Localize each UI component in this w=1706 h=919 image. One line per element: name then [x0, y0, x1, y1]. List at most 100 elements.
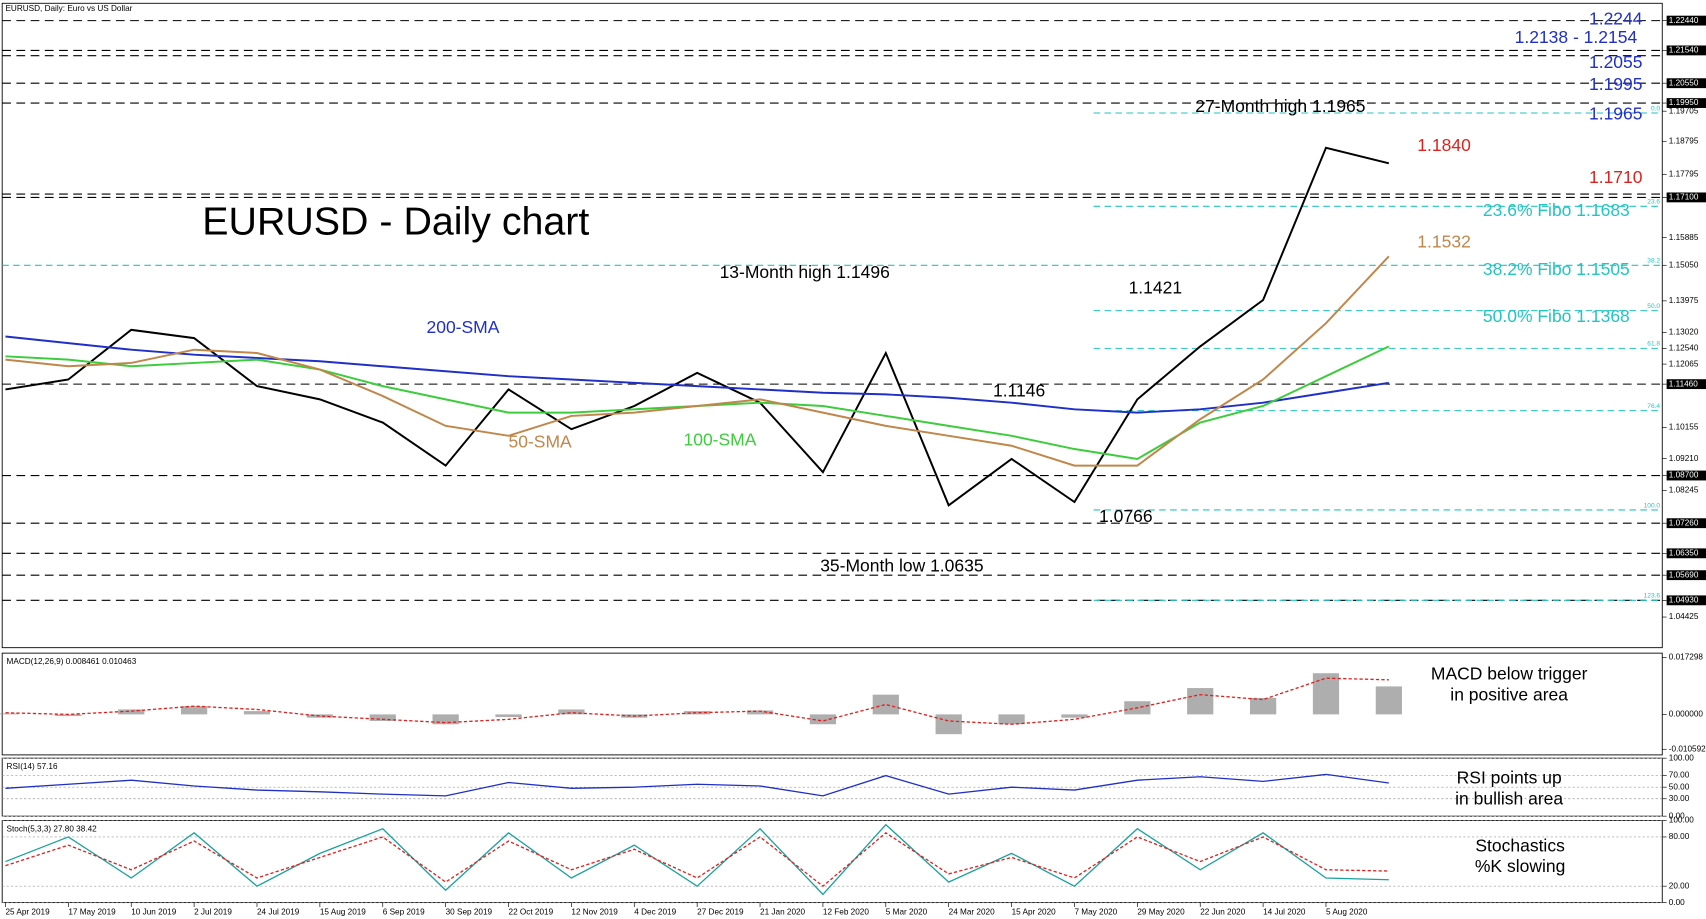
y-tick-label: 1.15885: [1669, 233, 1699, 242]
series-line: [5, 677, 1389, 725]
y-tick-highlight: [1666, 192, 1706, 203]
annotation: 27-Month high 1.1965: [1195, 96, 1365, 116]
histogram-bar: [306, 714, 333, 718]
x-tick-label: 14 Jul 2020: [1263, 908, 1306, 917]
panel-annotation: in positive area: [1450, 684, 1568, 704]
histogram-bar: [872, 694, 899, 715]
y-tick-label: 1.20550: [1669, 78, 1699, 87]
histogram-bar: [1061, 714, 1088, 718]
y-tick-label: 1.18795: [1669, 136, 1699, 145]
y-tick-label: 1.19705: [1669, 106, 1699, 115]
histogram-bar: [1187, 688, 1214, 715]
panel-border: [1, 2, 1663, 649]
y-tick-label: 1.15050: [1669, 260, 1699, 269]
y-tick-label: 100.00: [1669, 753, 1694, 762]
y-tick-label: 1.10155: [1669, 423, 1699, 432]
annotation: 1.1146: [993, 380, 1045, 400]
y-tick-label: 1.12065: [1669, 359, 1699, 368]
histogram-bar: [1375, 686, 1402, 715]
histogram-bar: [935, 714, 962, 735]
histogram-bar: [1312, 673, 1340, 715]
histogram-bar: [558, 709, 585, 715]
x-tick-label: 15 Apr 2020: [1012, 908, 1057, 917]
y-tick-label: 1.04425: [1669, 612, 1699, 621]
y-tick-label: 1.11460: [1669, 379, 1698, 388]
y-tick-label: 1.22440: [1669, 16, 1699, 25]
histogram-bar: [118, 709, 145, 715]
y-tick-label: 0.00: [1669, 898, 1685, 907]
x-tick-label: 22 Jun 2020: [1200, 908, 1246, 917]
y-tick-highlight: [1666, 518, 1706, 529]
y-tick-highlight: [1666, 98, 1706, 108]
annotation: 13-Month high 1.1496: [720, 262, 890, 282]
panel-border: [1, 820, 1663, 904]
y-tick-label: 1.17795: [1669, 170, 1699, 179]
histogram-bar: [1249, 697, 1277, 715]
panel-title: MACD(12,26,9) 0.008461 0.010463: [7, 657, 137, 666]
y-tick-label: 70.00: [1669, 771, 1690, 780]
annotation: 1.1995: [1589, 74, 1643, 94]
y-tick-highlight: [1666, 548, 1706, 559]
x-tick-label: 25 Apr 2019: [5, 908, 50, 917]
y-tick-highlight: [1666, 595, 1706, 606]
y-tick-highlight: [1666, 570, 1706, 581]
fib-label: 38.2: [1647, 258, 1660, 265]
histogram-bar: [243, 711, 271, 715]
series-label: 100-SMA: [683, 430, 756, 450]
y-tick-label: 1.04930: [1669, 596, 1699, 605]
y-tick-label: 50.00: [1669, 782, 1690, 791]
annotation: 1.2138 - 1.2154: [1515, 27, 1638, 47]
fib-label: 61.8: [1647, 341, 1660, 348]
histogram-bar: [432, 714, 459, 725]
y-tick-label: 1.06350: [1669, 548, 1699, 557]
fib-label: 76.4: [1647, 403, 1660, 410]
x-tick-label: 5 Mar 2020: [886, 908, 928, 917]
histogram-bar: [684, 711, 711, 715]
x-tick-label: 21 Jan 2020: [760, 908, 806, 917]
y-tick-label: 1.13020: [1669, 328, 1699, 337]
y-tick-label: 1.17100: [1669, 193, 1699, 202]
y-tick-label: 20.00: [1669, 881, 1690, 890]
x-tick-label: 2 Jul 2019: [194, 908, 232, 917]
series-line: [5, 255, 1390, 467]
annotation: 1.1840: [1417, 135, 1471, 155]
y-tick-label: 1.05690: [1669, 570, 1699, 579]
histogram-bar: [809, 714, 837, 725]
annotation: 38.2% Fibo 1.1505: [1483, 259, 1630, 279]
x-tick-label: 24 Jul 2019: [257, 908, 300, 917]
y-tick-highlight: [1666, 470, 1706, 481]
x-tick-label: 4 Dec 2019: [634, 908, 676, 917]
panel-border: [1, 652, 1663, 756]
x-tick-label: 22 Oct 2019: [509, 908, 554, 917]
y-tick-label: 1.19950: [1669, 98, 1699, 107]
y-tick-label: 1.13975: [1669, 296, 1699, 305]
x-tick-label: 29 May 2020: [1137, 908, 1185, 917]
annotation: 1.2055: [1589, 52, 1643, 72]
annotation: EURUSD - Daily chart: [202, 200, 589, 244]
panel-annotation: in bullish area: [1455, 788, 1563, 808]
series-line: [5, 335, 1390, 414]
annotation: 1.1710: [1589, 167, 1643, 187]
y-tick-label: 0.000000: [1669, 710, 1704, 719]
annotation: 1.1965: [1589, 103, 1643, 123]
y-tick-label: 100.00: [1669, 816, 1694, 825]
histogram-bar: [55, 714, 82, 717]
fib-label: 50.0: [1647, 303, 1660, 310]
y-tick-highlight: [1666, 78, 1706, 89]
series-label: 200-SMA: [427, 317, 500, 337]
panel-annotation: Stochastics: [1475, 835, 1565, 855]
y-tick-label: 1.12540: [1669, 344, 1699, 353]
y-tick-label: 1.08245: [1669, 486, 1699, 495]
y-tick-label: -0.010592: [1669, 744, 1706, 753]
fib-label: 23.6: [1647, 199, 1660, 206]
x-tick-label: 7 May 2020: [1074, 908, 1117, 917]
histogram-bar: [0, 713, 19, 715]
y-tick-label: 1.09210: [1669, 454, 1699, 463]
histogram-bar: [180, 706, 208, 715]
y-tick-highlight: [1666, 45, 1706, 56]
y-tick-label: 30.00: [1669, 794, 1690, 803]
series-line: [5, 146, 1390, 507]
x-tick-label: 17 May 2019: [68, 908, 116, 917]
